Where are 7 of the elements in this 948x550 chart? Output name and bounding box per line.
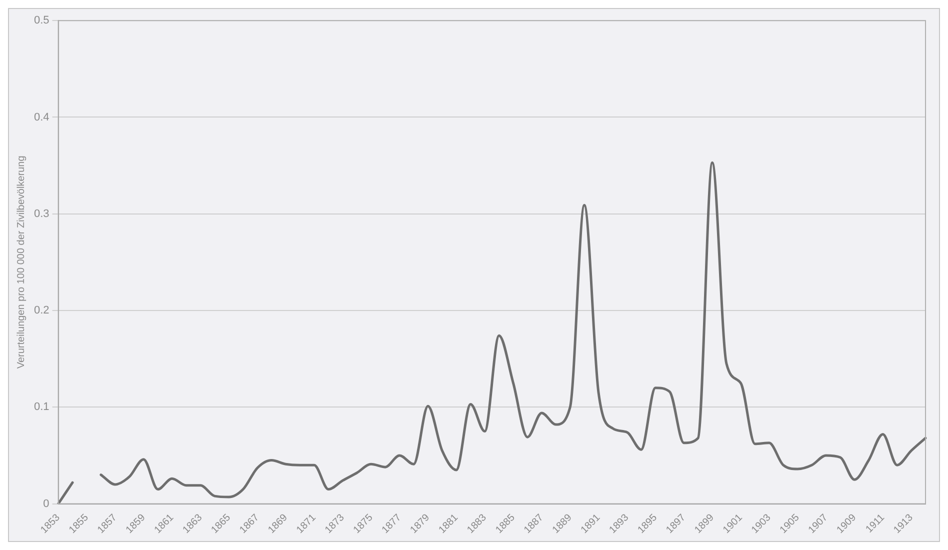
y-tick-label: 0 [43, 498, 50, 510]
y-axis-title: Verurteilungen pro 100 000 der Zivilbevölkerung [16, 156, 27, 369]
y-tick-label: 0.1 [34, 401, 50, 414]
y-tick-label: 0.4 [34, 111, 50, 124]
y-tick-label: 0.2 [34, 304, 50, 317]
y-tick-label: 0.3 [34, 208, 50, 220]
y-tick-label: 0.5 [34, 14, 50, 27]
